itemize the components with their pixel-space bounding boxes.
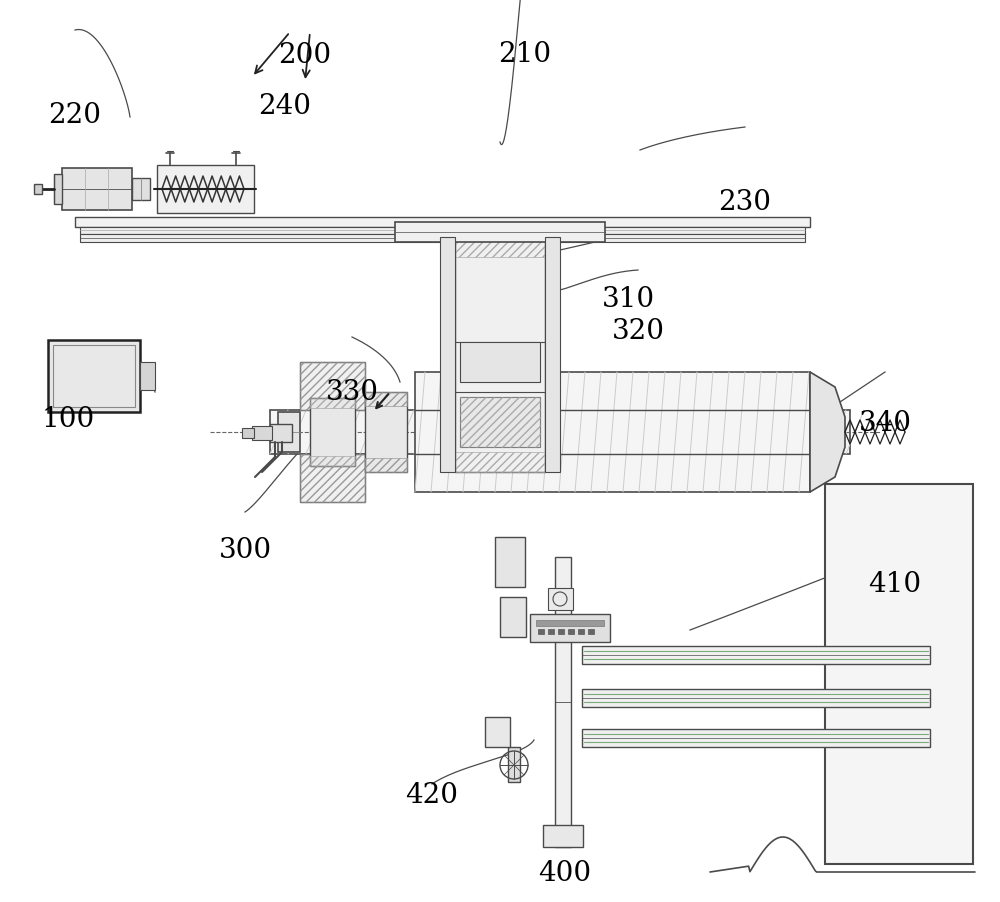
Bar	[300, 454, 365, 502]
Bar	[395, 222, 605, 242]
Bar	[310, 398, 355, 408]
Text: 100: 100	[41, 406, 95, 433]
Bar	[825, 484, 973, 864]
Bar	[455, 237, 545, 472]
Bar	[555, 557, 571, 847]
Bar	[558, 629, 564, 634]
Bar	[132, 178, 150, 200]
Bar	[62, 168, 132, 210]
Bar	[252, 426, 272, 440]
Bar	[140, 362, 155, 391]
Bar	[310, 398, 355, 466]
Bar	[415, 372, 810, 492]
Text: 240: 240	[258, 93, 312, 120]
Text: 210: 210	[498, 41, 552, 68]
Text: 420: 420	[406, 782, 458, 809]
Text: 330: 330	[326, 379, 378, 406]
Bar	[548, 629, 554, 634]
Bar	[300, 362, 365, 410]
Bar	[80, 234, 805, 242]
Text: 230: 230	[718, 189, 772, 216]
Bar	[500, 597, 526, 637]
Bar	[54, 174, 62, 204]
Bar	[578, 629, 584, 634]
Text: 300: 300	[218, 537, 272, 564]
Bar	[365, 458, 407, 472]
Text: 410: 410	[868, 571, 922, 598]
Bar	[460, 397, 540, 447]
Bar	[538, 629, 544, 634]
Bar	[53, 345, 135, 407]
Bar	[582, 729, 930, 747]
Bar	[157, 165, 254, 213]
Bar	[300, 454, 365, 502]
Bar	[460, 397, 540, 447]
Bar	[530, 614, 610, 642]
Bar	[365, 392, 407, 472]
Bar	[80, 227, 805, 234]
Bar	[455, 237, 545, 257]
Bar	[440, 237, 455, 472]
Bar	[568, 629, 574, 634]
Text: 200: 200	[278, 42, 332, 69]
Bar	[48, 340, 140, 412]
Text: 320: 320	[612, 318, 664, 345]
Text: 310: 310	[601, 286, 655, 313]
Bar	[495, 537, 525, 587]
Bar	[278, 412, 300, 452]
Bar	[75, 217, 810, 227]
Bar	[242, 428, 254, 438]
Bar	[582, 646, 930, 664]
Bar	[588, 629, 594, 634]
Text: 400: 400	[538, 860, 592, 887]
Text: 340: 340	[858, 410, 912, 437]
Bar	[270, 424, 292, 442]
Bar	[508, 747, 520, 782]
Polygon shape	[810, 372, 845, 492]
Bar	[543, 825, 583, 847]
Text: 220: 220	[48, 102, 102, 129]
Bar	[548, 588, 573, 610]
Bar	[545, 237, 560, 472]
Bar	[460, 342, 540, 382]
Bar	[34, 184, 42, 194]
Bar	[455, 452, 545, 472]
Bar	[485, 717, 510, 747]
Bar	[582, 689, 930, 707]
Bar	[536, 620, 604, 626]
Bar	[310, 456, 355, 466]
Bar	[300, 362, 365, 410]
Bar	[365, 392, 407, 406]
Bar	[270, 410, 850, 454]
